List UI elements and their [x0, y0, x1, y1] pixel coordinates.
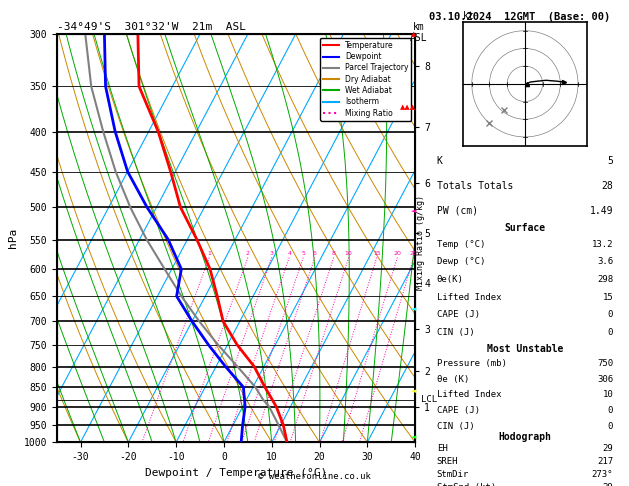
Text: 20: 20	[393, 251, 401, 256]
Text: 10: 10	[603, 390, 613, 399]
Text: SREH: SREH	[437, 457, 458, 466]
Text: 1: 1	[208, 251, 211, 256]
Text: StmSpd (kt): StmSpd (kt)	[437, 483, 496, 486]
Text: 8: 8	[331, 251, 336, 256]
Legend: Temperature, Dewpoint, Parcel Trajectory, Dry Adiabat, Wet Adiabat, Isotherm, Mi: Temperature, Dewpoint, Parcel Trajectory…	[320, 38, 411, 121]
Text: © weatheronline.co.uk: © weatheronline.co.uk	[258, 472, 371, 481]
Text: ◄: ◄	[411, 434, 416, 440]
Text: PW (cm): PW (cm)	[437, 206, 478, 216]
Text: θe (K): θe (K)	[437, 375, 469, 383]
Text: 10: 10	[345, 251, 352, 256]
Text: ◄: ◄	[411, 208, 416, 214]
Text: 5: 5	[607, 156, 613, 166]
Text: CIN (J): CIN (J)	[437, 328, 474, 337]
Text: 1.49: 1.49	[589, 206, 613, 216]
Text: 15: 15	[603, 293, 613, 302]
Text: 5: 5	[301, 251, 305, 256]
Text: 29: 29	[603, 444, 613, 453]
Text: Surface: Surface	[504, 224, 545, 233]
Text: 306: 306	[597, 375, 613, 383]
Text: 03.10.2024  12GMT  (Base: 00): 03.10.2024 12GMT (Base: 00)	[429, 12, 610, 22]
Y-axis label: hPa: hPa	[8, 228, 18, 248]
Text: kt: kt	[463, 11, 475, 21]
Text: EH: EH	[437, 444, 447, 453]
Text: CAPE (J): CAPE (J)	[437, 310, 480, 319]
Text: ▲▲▲: ▲▲▲	[400, 104, 416, 110]
Text: LCL: LCL	[421, 395, 437, 404]
Text: 0: 0	[608, 406, 613, 415]
Text: Hodograph: Hodograph	[498, 432, 552, 442]
Text: ◄: ◄	[411, 306, 416, 312]
Text: 15: 15	[373, 251, 381, 256]
Text: Lifted Index: Lifted Index	[437, 390, 501, 399]
Text: ▲: ▲	[411, 31, 416, 37]
Text: 2: 2	[246, 251, 250, 256]
X-axis label: Dewpoint / Temperature (°C): Dewpoint / Temperature (°C)	[145, 468, 327, 478]
Text: 25: 25	[409, 251, 418, 256]
Text: 273°: 273°	[592, 470, 613, 479]
Text: 0: 0	[608, 422, 613, 431]
Text: Lifted Index: Lifted Index	[437, 293, 501, 302]
Text: 29: 29	[603, 483, 613, 486]
Text: -34°49'S  301°32'W  21m  ASL: -34°49'S 301°32'W 21m ASL	[57, 22, 245, 32]
Text: Dewp (°C): Dewp (°C)	[437, 257, 485, 266]
Text: CAPE (J): CAPE (J)	[437, 406, 480, 415]
Text: 0: 0	[608, 310, 613, 319]
Text: Most Unstable: Most Unstable	[487, 344, 563, 354]
Text: Totals Totals: Totals Totals	[437, 181, 513, 191]
Text: km
ASL: km ASL	[409, 22, 427, 43]
Text: Temp (°C): Temp (°C)	[437, 240, 485, 249]
Text: 13.2: 13.2	[592, 240, 613, 249]
Text: θe(K): θe(K)	[437, 275, 464, 284]
Text: 4: 4	[287, 251, 291, 256]
Text: K: K	[437, 156, 443, 166]
Text: 0: 0	[608, 328, 613, 337]
Text: 217: 217	[597, 457, 613, 466]
Text: 298: 298	[597, 275, 613, 284]
Text: CIN (J): CIN (J)	[437, 422, 474, 431]
Text: 3.6: 3.6	[597, 257, 613, 266]
Text: ◄: ◄	[411, 388, 416, 394]
Text: 3: 3	[270, 251, 274, 256]
Text: 6: 6	[313, 251, 317, 256]
Text: Pressure (mb): Pressure (mb)	[437, 359, 506, 368]
Text: 28: 28	[601, 181, 613, 191]
Text: StmDir: StmDir	[437, 470, 469, 479]
Text: 750: 750	[597, 359, 613, 368]
Text: Mixing Ratio (g/kg): Mixing Ratio (g/kg)	[416, 195, 425, 291]
